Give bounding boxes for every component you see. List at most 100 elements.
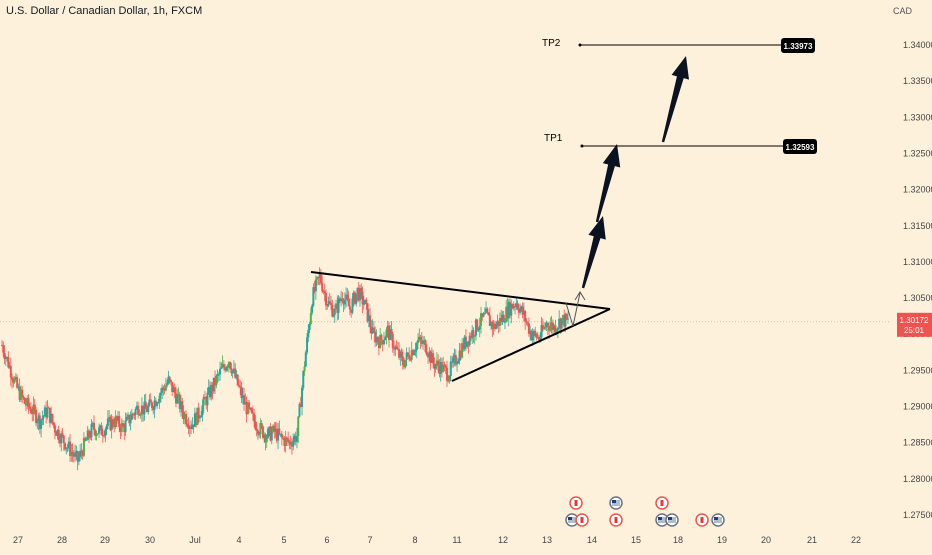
event-flag-icon[interactable]	[655, 496, 669, 510]
candle-body	[459, 350, 462, 358]
candle-body	[463, 336, 466, 349]
candle-body	[103, 435, 106, 437]
candle-body	[290, 444, 293, 447]
candle-body	[266, 428, 269, 438]
canton-mark	[668, 517, 672, 520]
candle-body	[280, 433, 283, 438]
candle-body	[355, 293, 358, 304]
event-flag-icon[interactable]	[695, 513, 709, 527]
y-tick-label: 1.32000	[903, 185, 932, 195]
candle-body	[7, 357, 10, 368]
event-flag-icon[interactable]	[609, 496, 623, 510]
y-tick-label: 1.31000	[903, 257, 932, 267]
candle-body	[226, 366, 229, 368]
candle-body	[555, 330, 558, 333]
candle-body	[356, 287, 359, 294]
candle-body	[187, 425, 190, 429]
event-flag-icon[interactable]	[565, 513, 579, 527]
candle-body	[346, 294, 349, 300]
candle-body	[46, 407, 49, 418]
candle-body	[307, 329, 310, 338]
candle-body	[114, 416, 117, 428]
candle-body	[241, 395, 244, 399]
candle-body	[370, 326, 373, 334]
event-flag-icon[interactable]	[665, 513, 679, 527]
candle-body	[452, 357, 455, 363]
candle-body	[517, 308, 520, 313]
candle-body	[40, 420, 43, 429]
candle-body	[6, 357, 9, 359]
candle-body	[245, 402, 248, 415]
event-flag-icon[interactable]	[711, 513, 725, 527]
candle-body	[414, 350, 417, 352]
candle-body	[51, 413, 54, 423]
candle-body	[201, 405, 204, 416]
candle-body	[380, 334, 383, 341]
candle-body	[105, 425, 108, 430]
x-tick-label: 13	[542, 535, 552, 545]
candle-body	[359, 288, 362, 301]
event-flag-icon[interactable]	[609, 513, 623, 527]
candle-body	[93, 422, 96, 431]
candle-body	[403, 365, 406, 368]
candle-body	[490, 322, 493, 326]
event-flag-icon[interactable]	[569, 496, 583, 510]
candle-body	[183, 414, 186, 420]
candle-body	[293, 435, 296, 441]
candle-body	[133, 414, 136, 416]
candle-body	[71, 451, 74, 455]
y-tick-label: 1.30500	[903, 293, 932, 303]
candle-body	[531, 336, 534, 340]
candle-body	[404, 359, 407, 368]
candle-body	[491, 322, 494, 329]
x-tick-label: 14	[587, 535, 597, 545]
candle-body	[269, 426, 272, 441]
candle-body	[567, 318, 569, 320]
candle-body	[79, 450, 82, 457]
candle-body	[41, 418, 44, 421]
candle-body	[554, 325, 557, 333]
symbol-title[interactable]: U.S. Dollar / Canadian Dollar, 1h, FXCM	[6, 5, 203, 17]
candle-body	[50, 413, 53, 423]
candle-body	[145, 409, 148, 412]
candle-body	[120, 423, 123, 432]
economic-events[interactable]	[565, 496, 725, 527]
candle-body	[435, 360, 438, 365]
arrow-segment-2	[595, 144, 621, 223]
event-flag-icon[interactable]	[575, 513, 589, 527]
x-tick-label: 21	[807, 535, 817, 545]
candle-body	[244, 402, 247, 405]
candle-body	[371, 327, 374, 334]
candle-body	[235, 374, 238, 378]
candle-body	[171, 381, 174, 392]
x-tick-label: 28	[57, 535, 67, 545]
candle-body	[237, 385, 240, 387]
candle-body	[351, 298, 354, 313]
event-flag-icon[interactable]	[655, 513, 669, 527]
candle-body	[225, 367, 228, 371]
candle-body	[177, 394, 180, 396]
candle-body	[299, 403, 302, 408]
candle-body	[445, 367, 448, 381]
candle-body	[539, 337, 542, 340]
candle-body	[505, 306, 508, 322]
candle-body	[27, 398, 30, 407]
candle-body	[285, 437, 288, 439]
candle-body	[261, 426, 264, 438]
candle-body	[234, 368, 237, 378]
candle-body	[427, 355, 430, 358]
candle-body	[57, 429, 60, 440]
candle-body	[210, 384, 213, 398]
candle-body	[53, 425, 56, 433]
candle-body	[440, 362, 443, 372]
candle-body	[129, 419, 132, 424]
candle-body	[287, 438, 290, 443]
candle-body	[110, 419, 113, 430]
candle-body	[138, 414, 141, 416]
candle-body	[89, 437, 92, 439]
candle-body	[525, 321, 528, 323]
candle-body	[498, 318, 501, 326]
candle-body	[478, 325, 481, 329]
